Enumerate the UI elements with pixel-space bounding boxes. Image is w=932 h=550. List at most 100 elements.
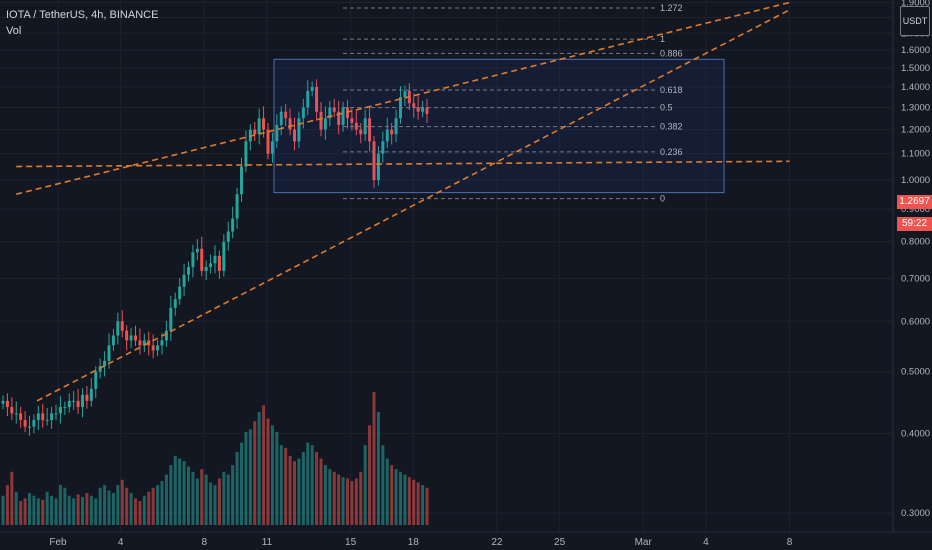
candle-body	[359, 129, 363, 135]
trendlines[interactable]	[16, 1, 790, 402]
candle-body	[226, 231, 230, 242]
price-tick-label: 1.1000	[901, 149, 930, 160]
volume-bar	[50, 495, 54, 525]
candle-body	[217, 255, 221, 271]
volume-bar	[191, 471, 195, 525]
candle-body	[385, 129, 389, 142]
candle-body	[253, 129, 257, 135]
volume-bar	[209, 482, 213, 525]
volume-bars	[1, 392, 429, 525]
price-tick-label: 0.7000	[901, 274, 930, 285]
volume-bar	[23, 498, 27, 525]
candle-body	[244, 141, 248, 167]
candle-body	[288, 118, 292, 130]
candle-body	[209, 263, 213, 268]
candle-body	[191, 252, 195, 268]
price-tick-label: 1.4000	[901, 82, 930, 93]
volume-bar	[160, 481, 164, 525]
candle-body	[354, 122, 358, 130]
candle-body	[350, 118, 354, 123]
candle-body	[116, 321, 120, 336]
volume-bar	[54, 498, 58, 525]
candle-body	[195, 248, 199, 253]
price-tick-label: 0.4000	[901, 428, 930, 439]
candle-body	[58, 407, 62, 414]
fibonacci-retracement[interactable]: 0 0.236 0.382 0.5 0.618 0.886 1 1.272	[273, 3, 725, 204]
symbol-title[interactable]: IOTA / TetherUS, 4h, BINANCE	[6, 9, 159, 21]
volume-bar	[297, 458, 301, 525]
candle-body	[107, 345, 111, 361]
candle-body	[416, 107, 420, 112]
candle-body	[28, 426, 31, 428]
candle-body	[151, 345, 155, 351]
price-tick-label: 1.6000	[901, 45, 930, 56]
volume-bar	[147, 491, 151, 525]
candle-body	[178, 286, 182, 300]
volume-bar	[178, 458, 182, 525]
volume-bar	[376, 411, 380, 525]
time-tick-label: Feb	[49, 537, 67, 548]
candle-body	[173, 299, 177, 308]
volume-bar	[244, 431, 248, 525]
volume-bar	[195, 478, 199, 525]
candle-body	[403, 90, 407, 98]
volume-bar	[41, 499, 45, 525]
volume-bar	[306, 442, 310, 525]
candle-body	[67, 400, 71, 408]
volume-bar	[412, 479, 416, 525]
volume-bar	[399, 471, 402, 525]
fib-level-label: 0	[660, 194, 665, 204]
volume-bar	[385, 458, 389, 525]
volume-bar	[372, 392, 376, 525]
volume-bar	[134, 498, 137, 525]
candle-body	[125, 330, 129, 341]
candle-body	[138, 340, 142, 346]
candle-body	[368, 118, 372, 142]
volume-bar	[310, 445, 314, 525]
candle-body	[235, 194, 239, 219]
currency-unit-badge[interactable]: USDT	[900, 6, 930, 36]
candle-body	[45, 419, 49, 421]
time-tick-label: Mar	[635, 537, 653, 548]
candle-body	[310, 86, 314, 91]
chart-grid	[0, 0, 893, 532]
price-tick-label: 1.5000	[901, 63, 930, 74]
volume-bar	[217, 478, 221, 525]
candle-body	[341, 107, 345, 126]
candle-body	[54, 413, 58, 415]
volume-bar	[279, 445, 283, 525]
volume-bar	[407, 477, 411, 525]
volume-bar	[164, 474, 168, 525]
volume-bar	[85, 493, 89, 525]
candle-body	[376, 153, 380, 181]
volume-bar	[63, 487, 67, 525]
volume-bar	[346, 478, 349, 525]
trendline	[16, 1, 790, 195]
volume-bar	[45, 491, 49, 525]
volume-bar	[36, 498, 40, 525]
candle-body	[213, 255, 217, 264]
time-tick-label: 25	[554, 537, 566, 548]
volume-bar	[319, 458, 323, 525]
volume-bar	[231, 465, 235, 525]
volume-bar	[381, 445, 385, 525]
time-tick-label: 4	[118, 537, 124, 548]
candle-body	[297, 118, 301, 142]
candle-body	[120, 321, 124, 331]
volume-bar	[359, 471, 363, 525]
volume-bar	[421, 485, 425, 525]
unit-label: USDT	[902, 15, 928, 26]
volume-bar	[1, 495, 5, 525]
price-tick-label: 1.0000	[901, 175, 930, 186]
volume-bar	[341, 477, 345, 525]
bar-countdown-tag: 59:22	[897, 217, 932, 231]
volume-bar	[262, 405, 266, 525]
volume-bar	[156, 485, 160, 525]
candle-body	[337, 111, 341, 126]
volume-bar	[120, 479, 124, 525]
price-tick-label: 0.9000	[901, 204, 930, 215]
volume-legend[interactable]: Vol	[6, 25, 22, 37]
volume-bar	[332, 471, 336, 525]
volume-bar	[14, 491, 18, 525]
